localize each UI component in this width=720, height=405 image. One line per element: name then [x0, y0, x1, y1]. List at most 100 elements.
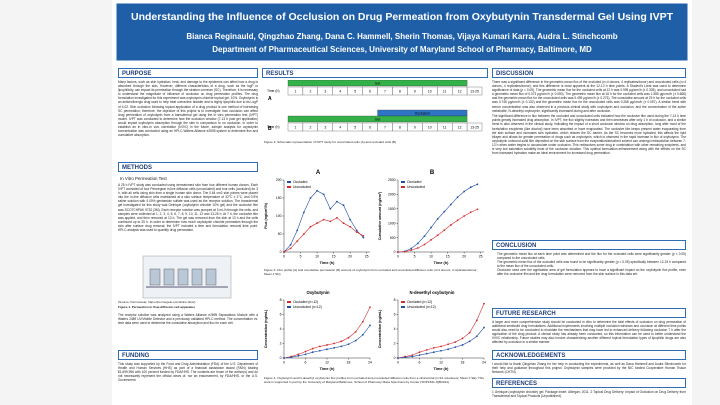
data-point: [329, 220, 332, 223]
time-value: 13-25: [470, 125, 479, 129]
data-point: [423, 243, 426, 246]
data-point: [329, 207, 332, 210]
data-point: [297, 354, 300, 357]
x-tick-label: 6: [305, 361, 307, 365]
y-tick-label: 0: [280, 356, 282, 360]
legend-swatch: [401, 306, 405, 308]
data-point: [296, 229, 299, 232]
legend-swatch: [287, 181, 291, 183]
data-point: [283, 251, 285, 253]
data-point: [440, 345, 442, 348]
data-point: [309, 197, 312, 199]
x-tick-label: 10: [429, 255, 433, 259]
data-point: [456, 219, 459, 222]
time-value: 2: [309, 125, 311, 129]
x-tick-label: 0: [397, 361, 399, 365]
data-point: [410, 249, 413, 252]
y-axis-label: Cumulative amount (ng/cm²): [378, 191, 382, 240]
data-point: [447, 348, 450, 351]
time-value: 1: [295, 125, 297, 129]
bullet-list: The geometric mean flux at each time poi…: [492, 252, 686, 277]
time-value: 5: [354, 89, 356, 93]
x-tick-label: 20: [462, 255, 466, 259]
data-point: [333, 342, 336, 345]
data-point: [302, 211, 305, 214]
legend-label: Unoccluded (n=12): [293, 305, 322, 309]
chart: B 0 500 1000 1500 2000 2500 0 5 10 15 20 25 Time (h) C…: [378, 170, 484, 265]
y-tick-label: 50: [278, 232, 282, 236]
time-cell: [466, 86, 483, 96]
figure-caption: Figure 2. Schematic representation of IV…: [264, 140, 397, 144]
y-tick-label: 8: [280, 298, 282, 302]
x-tick-label: 0: [283, 255, 285, 259]
legend-label: Occluded (n=12): [293, 300, 318, 304]
legend-label: Unoccluded (n=12): [407, 305, 436, 309]
series-line: [397, 303, 485, 359]
data-point: [483, 326, 485, 329]
data-point: [443, 229, 446, 232]
data-point: [289, 247, 292, 250]
data-point: [454, 341, 457, 343]
x-tick-label: 18: [347, 361, 351, 365]
section-heading: FUTURE RESEARCH: [492, 308, 686, 318]
time-label: Time (h): [267, 125, 280, 129]
poster: Understanding the Influence of Occlusion…: [112, 0, 692, 405]
discussion-text: There was a significant difference in th…: [492, 80, 686, 235]
data-point: [362, 234, 365, 237]
time-value: 10: [428, 89, 432, 93]
x-tick-label: 10: [315, 255, 319, 259]
conclusion-list: The geometric mean flux at each time poi…: [492, 252, 686, 304]
legend-swatch: [401, 301, 405, 303]
time-value: 12: [458, 89, 462, 93]
time-value: 10: [428, 125, 432, 129]
phase-label: Occlusion: [415, 111, 430, 115]
time-value: 6: [369, 125, 371, 129]
x-axis-label: Time (h): [434, 261, 449, 265]
paragraph: Many factors, such as skin hydration, he…: [118, 80, 258, 138]
data-point: [410, 247, 413, 250]
data-point: [342, 222, 345, 225]
x-tick-label: 25: [365, 255, 369, 259]
x-tick-label: 6: [419, 361, 421, 365]
data-point: [354, 331, 357, 333]
phase-label: Gel: [375, 117, 381, 121]
figure-caption: Figure 4. Oxybutynin and N-desethyl oxyb…: [264, 376, 484, 384]
paragraph: I would like to thank Qingzhao Zhang for…: [492, 362, 686, 375]
data-point: [418, 354, 421, 356]
legend-swatch: [401, 186, 405, 188]
data-point: [469, 186, 472, 189]
data-point: [443, 210, 446, 213]
data-point: [318, 349, 321, 352]
data-point: [340, 345, 343, 348]
authors: Bianca Reginauld, Qingzhao Zhang, Dana C…: [186, 32, 618, 41]
data-point: [355, 231, 358, 234]
time-value: 3: [324, 125, 326, 129]
y-tick-label: 4: [394, 327, 396, 331]
time-value: 7: [384, 125, 386, 129]
legend-swatch: [287, 306, 291, 308]
affiliation: Department of Pharmaceutical Sciences, U…: [212, 45, 592, 54]
y-tick-label: 4: [280, 327, 282, 331]
x-axis-label: Time (h): [320, 367, 335, 371]
row-label: B: [268, 126, 272, 132]
x-tick-label: 0: [283, 361, 285, 365]
data-point: [316, 222, 318, 225]
data-point: [302, 233, 305, 235]
data-point: [347, 336, 350, 339]
data-point: [326, 348, 328, 351]
data-point: [296, 240, 299, 243]
data-point: [397, 251, 399, 253]
bullet: Occlusion used over the application area…: [497, 268, 686, 276]
chart-title: B: [430, 170, 435, 176]
x-tick-label: 20: [348, 255, 352, 259]
y-tick-label: 2: [394, 342, 396, 346]
data-point: [461, 337, 464, 340]
legend-label: Unoccluded: [293, 185, 311, 189]
legend-swatch: [287, 186, 291, 188]
x-axis-label: Time (h): [434, 367, 449, 371]
diffusion-cell-diagram: [142, 255, 232, 299]
figure-caption: Figure 3. Flux profile (A) and cumulativ…: [264, 268, 478, 276]
data-point: [450, 224, 452, 226]
